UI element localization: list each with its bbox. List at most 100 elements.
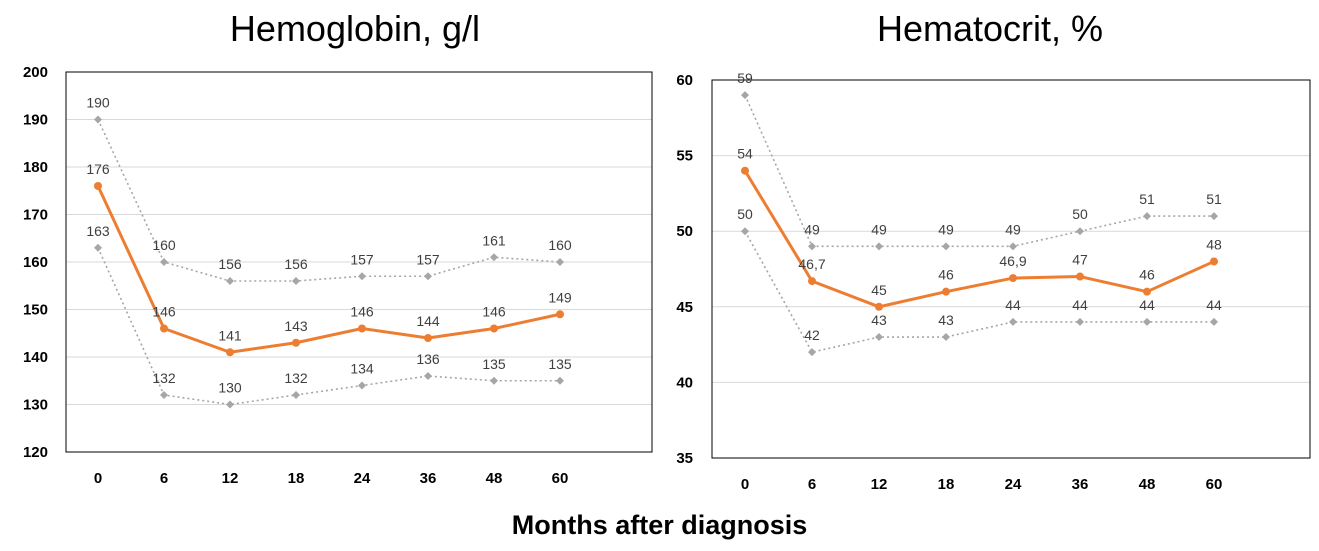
hemoglobin-y-tick-label: 200 <box>23 64 48 81</box>
hematocrit-median-data-label: 48 <box>1206 236 1222 252</box>
hemoglobin-lower-point <box>94 243 102 252</box>
x-axis-label: Months after diagnosis <box>511 510 808 540</box>
hemoglobin-median-data-label: 144 <box>416 313 440 329</box>
hematocrit-lower-line <box>744 230 1214 353</box>
hematocrit-upper-data-label: 59 <box>737 70 753 86</box>
hemoglobin-median-point <box>490 324 498 333</box>
hemoglobin-x-tick-label: 18 <box>288 470 305 487</box>
hematocrit-lower-point <box>741 227 749 236</box>
hematocrit-x-tick-label: 48 <box>1139 476 1156 493</box>
hematocrit-y-tick-label: 40 <box>676 374 693 391</box>
hematocrit-y-tick-label: 60 <box>676 72 693 89</box>
hemoglobin-chart-title: Hemoglobin, g/l <box>229 8 481 49</box>
hemoglobin-lower-point <box>556 376 564 385</box>
hemoglobin-median-point <box>160 324 168 333</box>
hemoglobin-upper-point <box>160 258 168 266</box>
hemoglobin-lower-data-label: 163 <box>86 223 110 239</box>
hematocrit-lower-data-label: 42 <box>804 327 820 343</box>
hemoglobin-lower-point <box>226 400 234 409</box>
hemoglobin-lower-data-label: 136 <box>416 351 440 367</box>
hematocrit-median-point <box>1009 274 1017 283</box>
hemoglobin-y-tick-label: 190 <box>23 112 48 129</box>
hematocrit-lower-data-label: 43 <box>938 312 954 328</box>
hematocrit-upper-data-label: 49 <box>871 221 887 237</box>
hemoglobin-lower-point <box>160 391 168 399</box>
hemoglobin-upper-data-label: 156 <box>218 256 242 272</box>
hematocrit-upper-point <box>808 242 816 251</box>
hemoglobin-upper-point <box>556 258 564 266</box>
hematocrit-upper-point <box>1009 242 1017 251</box>
hemoglobin-upper-data-label: 156 <box>284 256 308 272</box>
hemoglobin-median-data-label: 146 <box>350 304 374 320</box>
hematocrit-upper-point <box>942 242 950 251</box>
hematocrit-upper-data-label: 51 <box>1206 191 1222 207</box>
hematocrit-median-data-label: 54 <box>737 146 753 162</box>
hemoglobin-median-point <box>358 324 366 333</box>
hemoglobin-y-tick-label: 140 <box>23 349 48 366</box>
hematocrit-upper-data-label: 51 <box>1139 191 1155 207</box>
hematocrit-chart-title: Hematocrit, % <box>876 8 1104 49</box>
hematocrit-median-data-label: 46,7 <box>798 256 825 272</box>
hematocrit-median-data-label: 45 <box>871 282 887 298</box>
hemoglobin-upper-data-label: 157 <box>350 251 374 267</box>
hemoglobin-x-tick-label: 36 <box>420 470 437 487</box>
hematocrit-lower-point <box>808 348 816 357</box>
hematocrit-lower-data-label: 44 <box>1206 297 1222 313</box>
hemoglobin-y-tick-label: 170 <box>23 207 48 224</box>
hemoglobin-upper-point <box>94 115 102 124</box>
hemoglobin-upper-point <box>358 272 366 281</box>
hemoglobin-lower-data-label: 130 <box>218 380 242 396</box>
hemoglobin-lower-data-label: 135 <box>482 356 506 372</box>
hemoglobin-x-tick-label: 48 <box>486 470 503 487</box>
hemoglobin-y-tick-label: 120 <box>23 444 48 461</box>
hematocrit-lower-point <box>1009 317 1017 326</box>
hematocrit-lower-data-label: 43 <box>871 312 887 328</box>
hematocrit-upper-data-label: 50 <box>1072 206 1088 222</box>
hemoglobin-upper-data-label: 160 <box>548 237 572 253</box>
hemoglobin-upper-data-label: 157 <box>416 251 440 267</box>
hemoglobin-y-tick-label: 130 <box>23 397 48 414</box>
hemoglobin-upper-point <box>292 277 300 285</box>
hemoglobin-chart: 120 130 140 150 160 170 180 190 200 0 6 12 18 24 36 48 6… <box>23 64 653 487</box>
hematocrit-lower-point <box>1210 317 1218 326</box>
hematocrit-upper-data-label: 49 <box>938 221 954 237</box>
hemoglobin-lower-point <box>490 376 498 385</box>
hematocrit-x-tick-label: 18 <box>938 476 955 493</box>
hemoglobin-x-tick-label: 12 <box>222 470 239 487</box>
hemoglobin-x-tick-label: 60 <box>552 470 569 487</box>
hematocrit-median-point <box>1076 272 1084 281</box>
hematocrit-median-point <box>1210 257 1218 266</box>
hemoglobin-median-point <box>292 338 300 347</box>
hematocrit-x-tick-label: 0 <box>741 476 749 493</box>
hematocrit-median-data-label: 47 <box>1072 252 1088 268</box>
hemoglobin-y-tick-label: 180 <box>23 159 48 176</box>
hematocrit-y-tick-label: 45 <box>676 299 693 316</box>
hematocrit-median-point <box>942 287 950 296</box>
hemoglobin-median-point <box>226 348 234 357</box>
hemoglobin-upper-data-label: 161 <box>482 232 506 248</box>
hematocrit-median-point <box>808 277 816 286</box>
hemoglobin-median-data-label: 176 <box>86 161 110 177</box>
hemoglobin-upper-point <box>490 253 498 262</box>
hemoglobin-median-data-label: 149 <box>548 289 572 305</box>
hematocrit-upper-point <box>875 242 883 251</box>
hemoglobin-upper-data-label: 160 <box>152 237 176 253</box>
hemoglobin-y-tick-label: 150 <box>23 302 48 319</box>
hemoglobin-upper-line <box>97 119 561 282</box>
hemoglobin-x-tick-label: 24 <box>354 470 371 487</box>
hematocrit-x-tick-label: 6 <box>808 476 816 493</box>
hemoglobin-lower-point <box>358 381 366 390</box>
hematocrit-upper-point <box>1143 212 1151 221</box>
hemoglobin-lower-data-label: 134 <box>350 361 374 377</box>
hematocrit-lower-point <box>875 333 883 342</box>
hemoglobin-x-tick-label: 0 <box>94 470 102 487</box>
hematocrit-upper-point <box>1076 227 1084 236</box>
hematocrit-lower-data-label: 50 <box>737 206 753 222</box>
hematocrit-chart: 35 40 45 50 55 60 0 6 12 18 24 36 48 60 59 49 49 49 49 50 51… <box>676 70 1311 493</box>
hematocrit-median-point <box>875 302 883 311</box>
hemoglobin-upper-point <box>226 277 234 285</box>
hematocrit-lower-point <box>942 333 950 342</box>
hematocrit-median-line <box>743 169 1215 309</box>
hematocrit-median-point <box>1143 287 1151 296</box>
hemoglobin-y-tick-label: 160 <box>23 254 48 271</box>
